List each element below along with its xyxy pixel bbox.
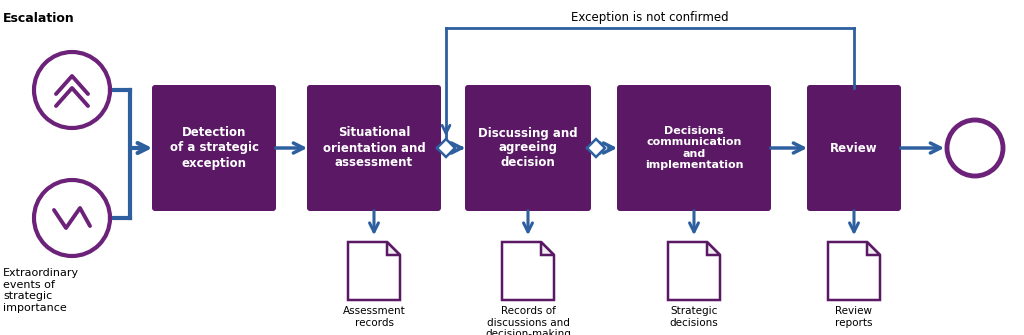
- FancyBboxPatch shape: [307, 85, 441, 211]
- Text: Detection
of a strategic
exception: Detection of a strategic exception: [170, 127, 258, 170]
- Polygon shape: [828, 242, 880, 300]
- Text: Assessment
records: Assessment records: [343, 306, 406, 328]
- Polygon shape: [587, 139, 605, 157]
- Text: Records of
discussions and
decision-making: Records of discussions and decision-maki…: [485, 306, 571, 335]
- Polygon shape: [348, 242, 400, 300]
- Text: Situational
orientation and
assessment: Situational orientation and assessment: [323, 127, 425, 170]
- Polygon shape: [437, 139, 455, 157]
- Polygon shape: [387, 242, 400, 255]
- Text: Review: Review: [830, 141, 878, 154]
- Text: Exception is not confirmed: Exception is not confirmed: [571, 11, 729, 24]
- FancyBboxPatch shape: [152, 85, 276, 211]
- Polygon shape: [502, 242, 554, 300]
- FancyBboxPatch shape: [807, 85, 901, 211]
- Polygon shape: [707, 242, 720, 255]
- Text: Review
reports: Review reports: [836, 306, 872, 328]
- Text: Extraordinary
events of
strategic
importance: Extraordinary events of strategic import…: [3, 268, 79, 313]
- Polygon shape: [867, 242, 880, 255]
- Text: Escalation: Escalation: [3, 12, 75, 25]
- Polygon shape: [541, 242, 554, 255]
- Polygon shape: [668, 242, 720, 300]
- Text: Decisions
communication
and
implementation: Decisions communication and implementati…: [645, 126, 743, 171]
- FancyBboxPatch shape: [465, 85, 591, 211]
- Text: Strategic
decisions: Strategic decisions: [670, 306, 719, 328]
- Text: Discussing and
agreeing
decision: Discussing and agreeing decision: [478, 127, 578, 170]
- FancyBboxPatch shape: [617, 85, 771, 211]
